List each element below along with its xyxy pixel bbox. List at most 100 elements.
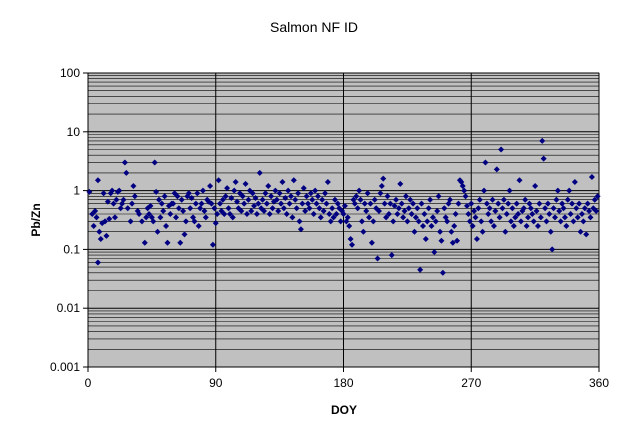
data-point [307, 190, 314, 197]
data-point [202, 214, 209, 221]
data-point [356, 187, 363, 194]
data-point [576, 200, 583, 207]
data-point [421, 210, 428, 217]
data-point [364, 190, 371, 197]
data-point [390, 218, 397, 225]
data-point [428, 223, 435, 230]
data-point [556, 207, 563, 214]
data-point [370, 218, 377, 225]
data-point [449, 239, 456, 246]
y-tick-label: 0.001 [50, 360, 80, 374]
data-point [269, 205, 276, 212]
data-point [527, 205, 534, 212]
data-point [161, 193, 168, 200]
data-point [563, 223, 570, 230]
data-point [384, 193, 391, 200]
data-point [591, 196, 598, 203]
data-point [417, 266, 424, 273]
data-point [272, 187, 279, 194]
x-tick-label: 90 [209, 376, 223, 390]
data-point [282, 194, 289, 201]
data-point [411, 228, 418, 235]
data-point [347, 236, 354, 243]
data-point [316, 205, 323, 212]
data-point [113, 196, 120, 203]
data-point [266, 210, 273, 217]
data-point [540, 155, 547, 162]
data-point [224, 185, 231, 192]
data-point [448, 228, 455, 235]
data-point [94, 259, 101, 266]
data-point [584, 200, 591, 207]
y-tick-label: 10 [67, 125, 81, 139]
data-point [214, 210, 221, 217]
data-point [488, 218, 495, 225]
data-point [92, 207, 99, 214]
data-point [498, 146, 505, 153]
data-point [248, 207, 255, 214]
data-point [534, 223, 541, 230]
data-point [469, 223, 476, 230]
data-point [395, 205, 402, 212]
data-point [111, 214, 118, 221]
data-point [320, 207, 327, 214]
data-point [121, 159, 128, 166]
data-point [242, 180, 249, 187]
data-point [570, 218, 577, 225]
data-point [400, 214, 407, 221]
data-point [398, 200, 405, 207]
data-point [305, 200, 312, 207]
data-point [151, 159, 158, 166]
data-point [374, 255, 381, 262]
data-point [513, 200, 520, 207]
data-point [234, 198, 241, 205]
data-point [303, 193, 310, 200]
data-point [194, 190, 201, 197]
data-point [225, 205, 232, 212]
data-point [314, 193, 321, 200]
data-point [397, 180, 404, 187]
data-point [366, 214, 373, 221]
data-point [199, 187, 206, 194]
data-point [586, 207, 593, 214]
data-point [537, 214, 544, 221]
data-point [180, 207, 187, 214]
data-point [492, 207, 499, 214]
data-point [405, 205, 412, 212]
data-point [473, 236, 480, 243]
data-point [341, 202, 348, 209]
y-tick-label: 0.1 [63, 242, 80, 256]
data-point [197, 205, 204, 212]
y-axis-label: Pb/Zn [29, 203, 43, 236]
data-point [462, 193, 469, 200]
data-point [529, 210, 536, 217]
data-point [327, 218, 334, 225]
data-point [293, 205, 300, 212]
data-point [391, 202, 398, 209]
data-point [150, 218, 157, 225]
data-point [138, 218, 145, 225]
data-point [306, 205, 313, 212]
data-point [512, 214, 519, 221]
data-point [109, 187, 116, 194]
data-point [295, 190, 302, 197]
data-point [476, 196, 483, 203]
data-point [207, 182, 214, 189]
data-point [402, 193, 409, 200]
data-point [509, 205, 516, 212]
data-point [550, 205, 557, 212]
x-tick-label: 270 [461, 376, 481, 390]
data-point [192, 200, 199, 207]
data-point [401, 207, 408, 214]
data-point [103, 232, 110, 239]
data-point [167, 210, 174, 217]
data-point [587, 214, 594, 221]
data-point [319, 196, 326, 203]
data-point [297, 226, 304, 233]
data-point [360, 228, 367, 235]
data-point [100, 190, 107, 197]
data-point [340, 210, 347, 217]
data-point [217, 200, 224, 207]
data-point [574, 214, 581, 221]
data-point [502, 228, 509, 235]
